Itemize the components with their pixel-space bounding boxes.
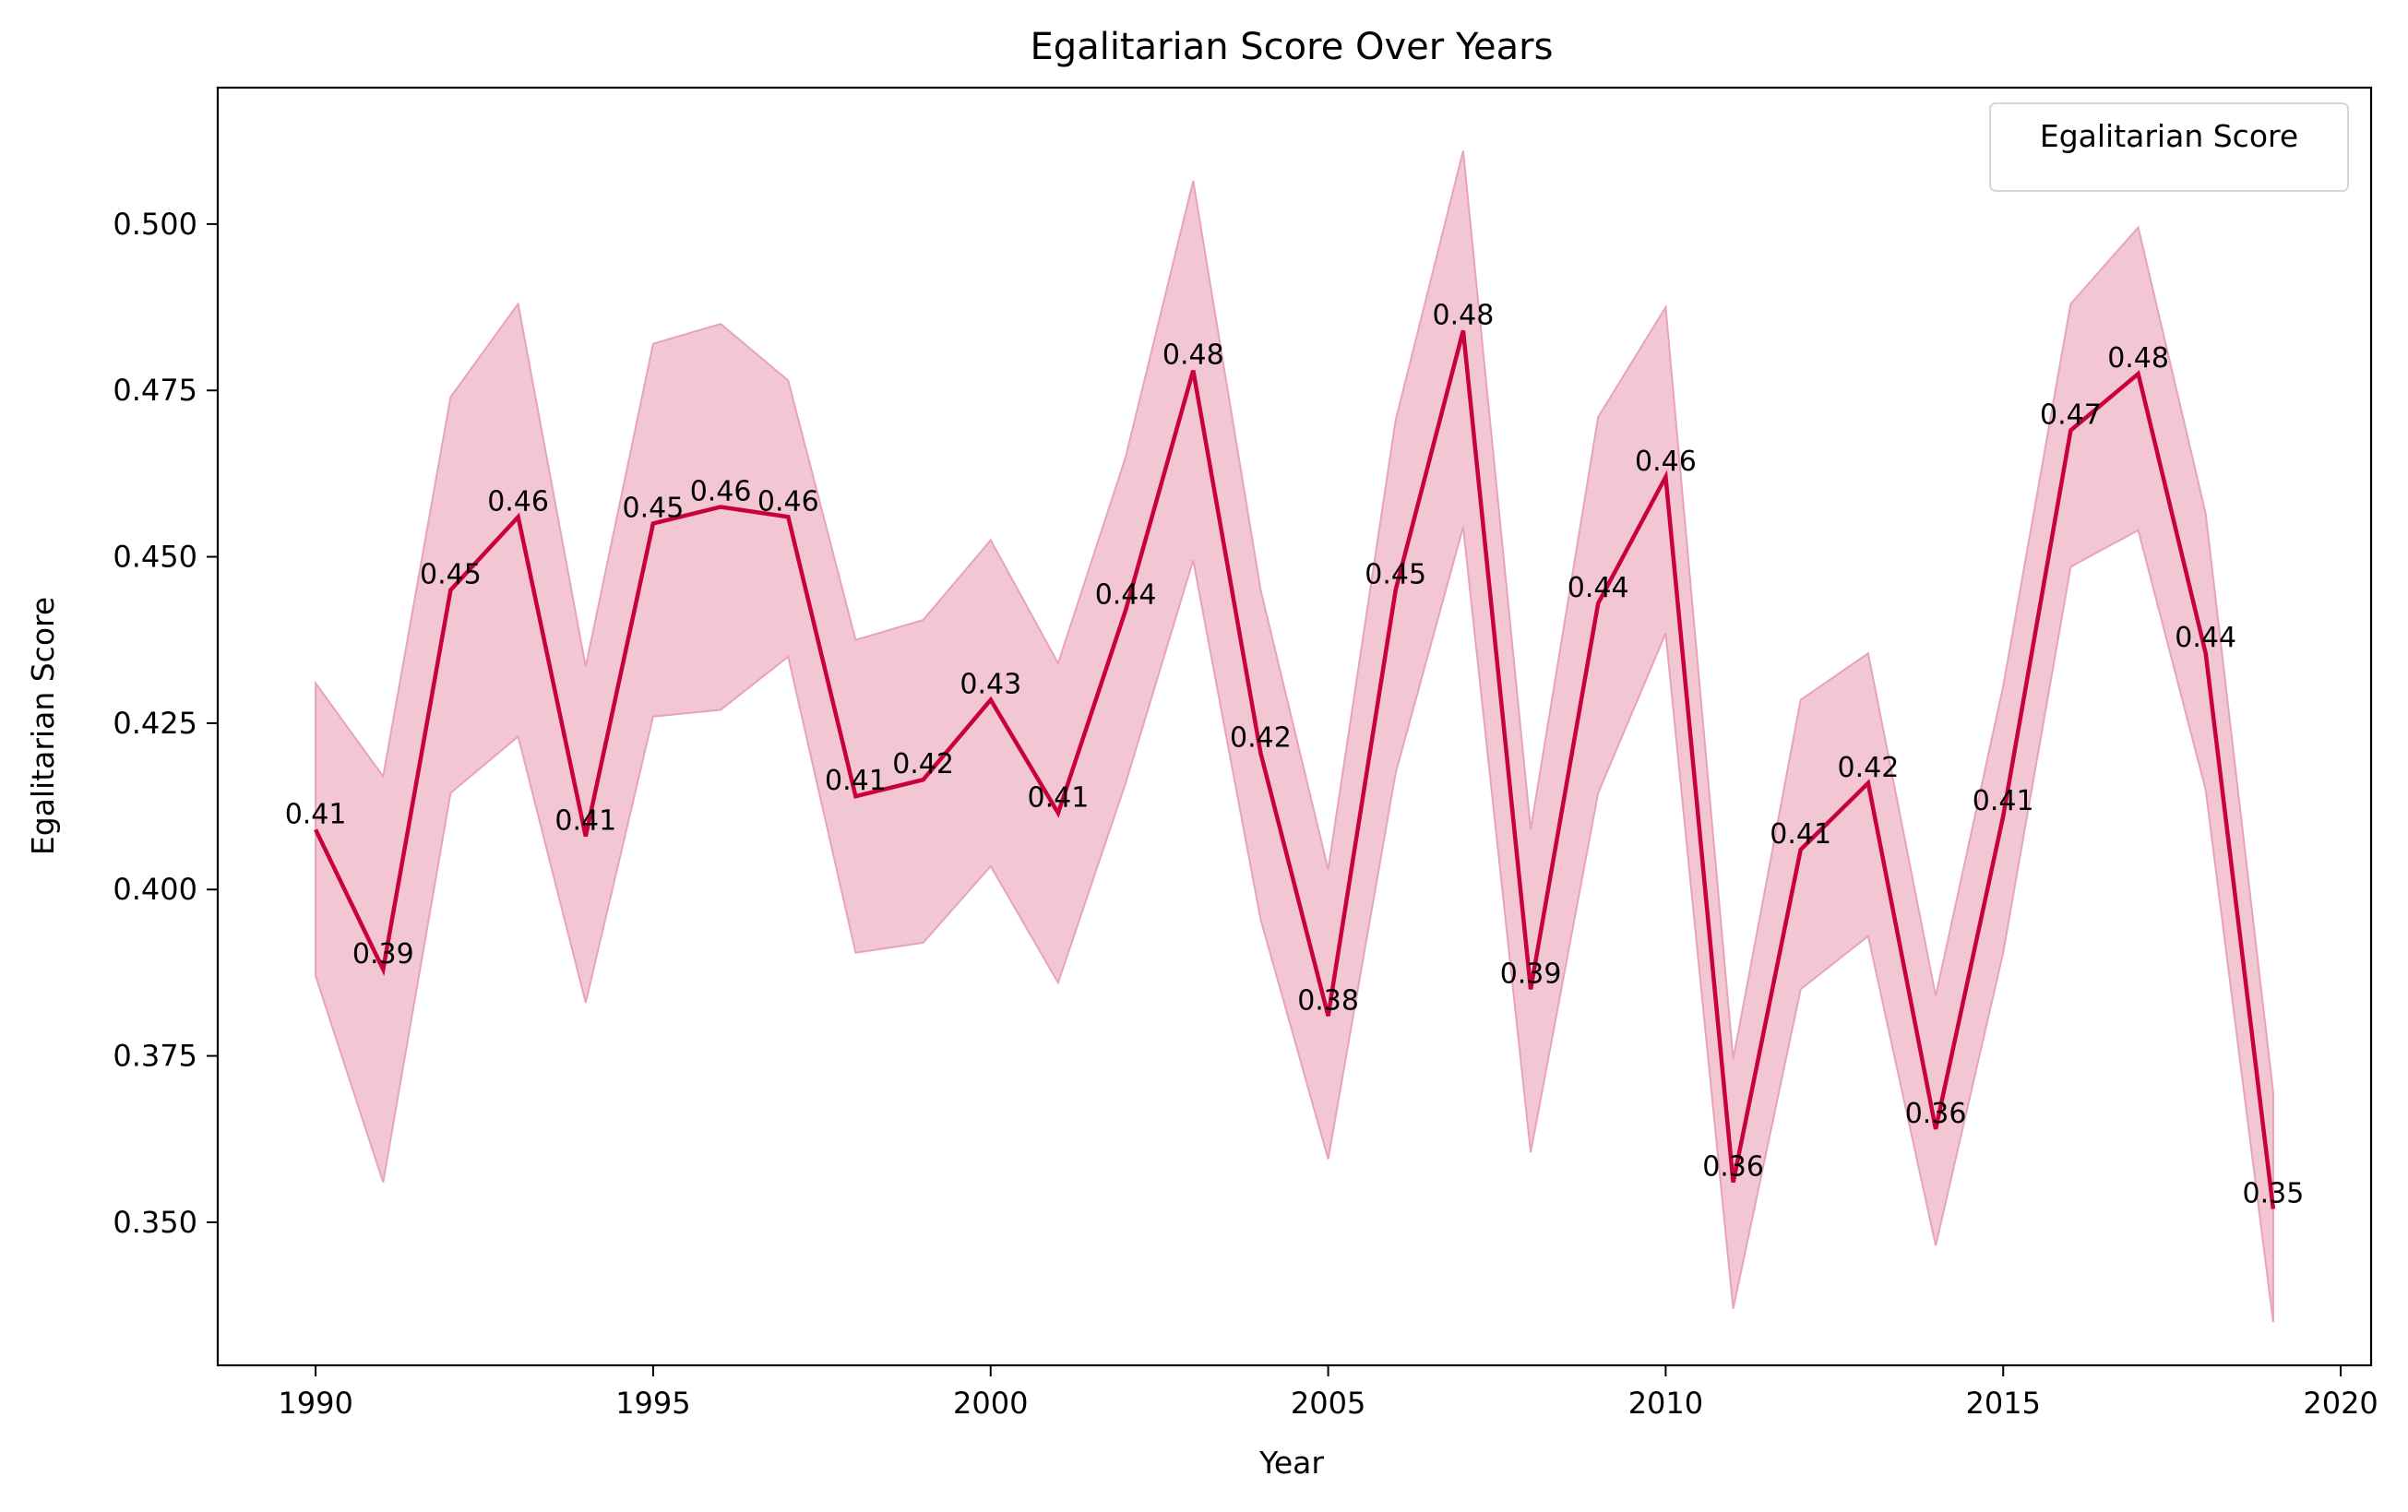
data-label: 0.41 <box>554 805 616 838</box>
data-label: 0.44 <box>1095 578 1157 611</box>
x-tick-label: 2010 <box>1628 1386 1703 1421</box>
x-tick-label: 1990 <box>278 1386 352 1421</box>
data-label: 0.45 <box>420 559 482 591</box>
data-label: 0.46 <box>690 476 752 508</box>
data-label: 0.41 <box>285 798 347 830</box>
x-tick-label: 2015 <box>1966 1386 2041 1421</box>
legend-box <box>1989 102 2349 192</box>
data-label: 0.47 <box>2040 399 2102 432</box>
data-label: 0.46 <box>757 485 819 518</box>
y-axis-ticks: 0.350 0.375 0.400 0.425 0.450 0.475 0.500 <box>113 207 218 1240</box>
y-tick-label: 0.450 <box>113 540 197 575</box>
legend: Egalitarian Score <box>1989 102 2349 192</box>
x-tick-label: 1995 <box>615 1386 690 1421</box>
x-tick-label: 2000 <box>953 1386 1028 1421</box>
legend-label: Egalitarian Score <box>2040 118 2298 154</box>
y-tick-label: 0.425 <box>113 706 197 741</box>
data-label: 0.36 <box>1702 1151 1764 1184</box>
y-tick-label: 0.400 <box>113 872 197 907</box>
data-label-layer: 0.410.390.450.460.410.450.46 0.460.410.42… <box>285 299 2305 1209</box>
data-label: 0.42 <box>1838 752 1900 784</box>
data-label: 0.46 <box>487 485 549 518</box>
plot-area-frame <box>216 86 2373 1367</box>
data-label: 0.46 <box>1635 446 1697 478</box>
x-tick-label: 2020 <box>2303 1386 2378 1421</box>
x-tick-label: 2005 <box>1291 1386 1365 1421</box>
data-label: 0.45 <box>623 493 685 525</box>
y-tick-label: 0.475 <box>113 373 197 408</box>
data-label: 0.44 <box>2175 622 2236 654</box>
data-label: 0.48 <box>1162 339 1224 372</box>
data-label: 0.43 <box>960 669 1021 701</box>
x-axis-ticks: 1990 1995 2000 2005 2010 2015 2020 <box>278 1365 2378 1421</box>
data-label: 0.48 <box>2107 342 2169 375</box>
chart-title: Egalitarian Score Over Years <box>1031 26 1554 68</box>
data-label: 0.35 <box>2243 1178 2305 1210</box>
data-label: 0.44 <box>1568 572 1629 604</box>
y-tick-label: 0.500 <box>113 207 197 242</box>
data-label: 0.41 <box>1973 785 2034 817</box>
data-label: 0.41 <box>825 765 887 797</box>
data-label: 0.38 <box>1297 984 1359 1017</box>
data-label: 0.36 <box>1905 1098 1967 1130</box>
y-tick-label: 0.375 <box>113 1039 197 1074</box>
data-label: 0.41 <box>1028 781 1090 814</box>
data-label: 0.39 <box>1500 958 1562 990</box>
data-label: 0.41 <box>1770 818 1831 851</box>
data-label: 0.45 <box>1365 559 1426 591</box>
confidence-band <box>315 150 2274 1323</box>
series-line <box>314 329 2276 1209</box>
data-label: 0.42 <box>1230 721 1292 754</box>
y-tick-label: 0.350 <box>113 1205 197 1240</box>
data-label: 0.39 <box>352 938 414 970</box>
confidence-band-layer <box>315 150 2274 1323</box>
x-axis-title: Year <box>1258 1445 1324 1481</box>
series-line-layer <box>314 329 2276 1209</box>
y-axis-title: Egalitarian Score <box>25 597 61 855</box>
data-label: 0.42 <box>892 748 954 780</box>
data-label: 0.48 <box>1433 299 1495 331</box>
